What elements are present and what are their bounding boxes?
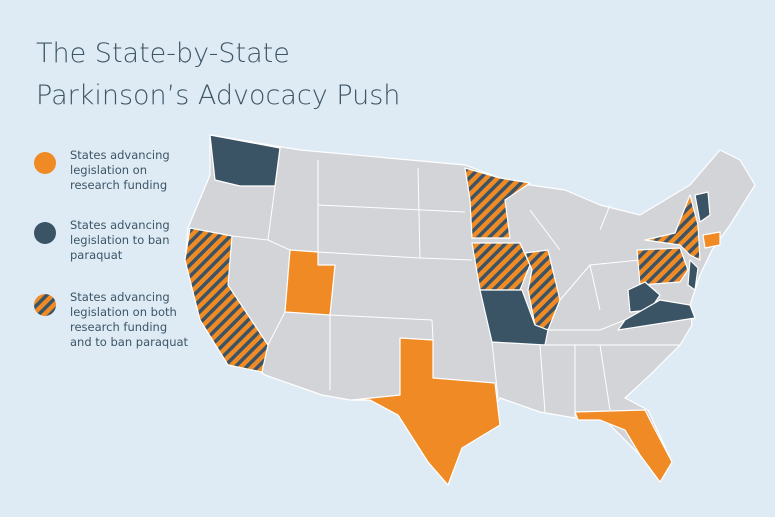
legend-text: research funding [70, 320, 167, 334]
legend-text: States advancing [70, 148, 170, 162]
legend-text: States advancing [70, 290, 170, 304]
legend-swatch [34, 222, 56, 244]
legend-text: legislation on [70, 163, 147, 177]
legend-swatch [34, 294, 56, 316]
title-line: Parkinson’s Advocacy Push [36, 80, 400, 111]
legend-text: research funding [70, 178, 167, 192]
legend-text: paraquat [70, 248, 123, 262]
legend-swatch [34, 152, 56, 174]
title: The State-by-State Parkinson’s Advocacy P… [36, 38, 400, 111]
legend-text: legislation to ban [70, 233, 170, 247]
legend-text: and to ban paraquat [70, 335, 189, 349]
title-line: The State-by-State [36, 38, 290, 69]
legend-text: legislation on both [70, 305, 177, 319]
us-map [184, 134, 756, 486]
legend-text: States advancing [70, 218, 170, 232]
